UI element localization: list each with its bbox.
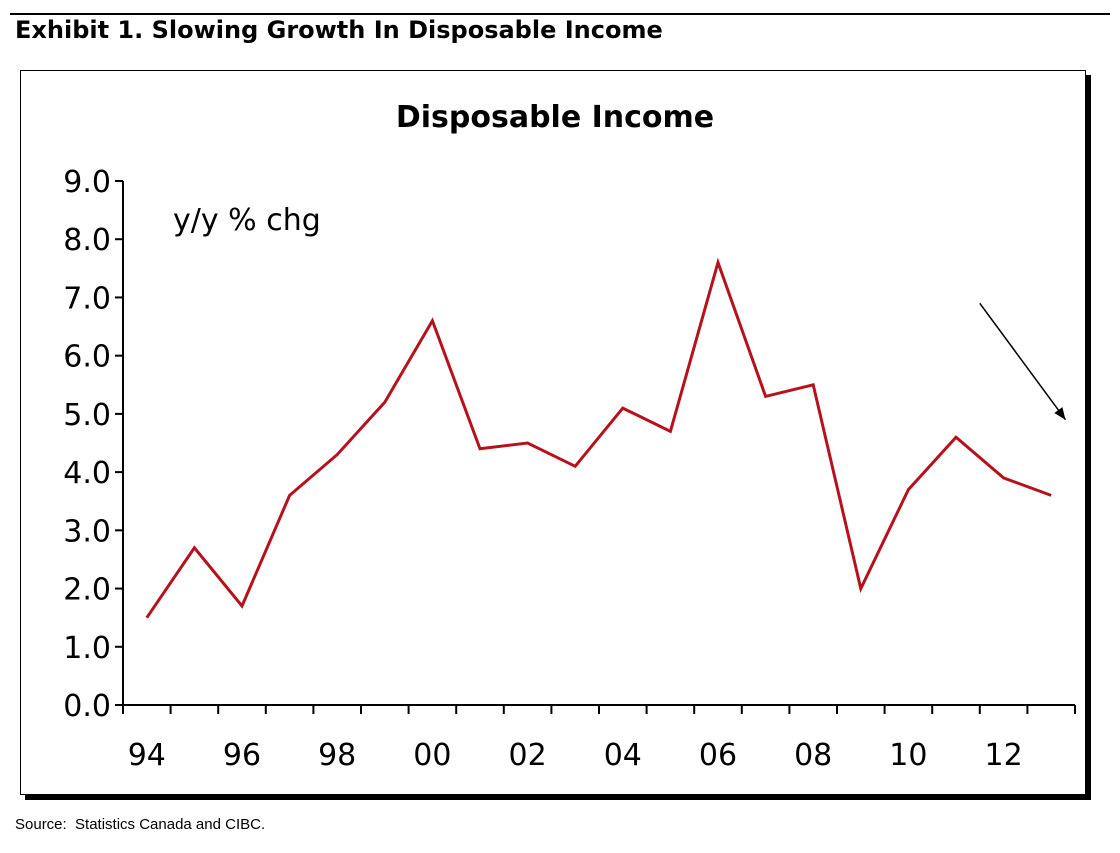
y-tick-label: 5.0 xyxy=(63,398,111,433)
y-tick-label: 6.0 xyxy=(63,340,111,375)
y-tick-label: 1.0 xyxy=(63,631,111,666)
x-tick-label: 00 xyxy=(413,738,451,773)
x-tick-label: 08 xyxy=(794,738,832,773)
x-tick-label: 96 xyxy=(223,738,261,773)
arrow-layer xyxy=(979,302,1067,421)
chart-frame: Disposable Income y/y % chg 0.0 1.0 2.0 3.0… xyxy=(20,70,1086,795)
x-tick-label: 12 xyxy=(985,738,1023,773)
y-unit-annotation: y/y % chg xyxy=(173,203,321,238)
y-tick-label: 8.0 xyxy=(63,223,111,258)
y-tick-label: 2.0 xyxy=(63,573,111,608)
top-rule xyxy=(10,13,1110,15)
axes: 0.0 1.0 2.0 3.0 4.0 5.0 6.0 7.0 8.0 9.0 94 96 98 00 02… xyxy=(63,165,1076,773)
x-tick-label: 10 xyxy=(889,738,927,773)
x-tick-label: 06 xyxy=(699,738,737,773)
trend-arrow-line xyxy=(979,302,1067,421)
chart-svg: Disposable Income y/y % chg 0.0 1.0 2.0 3.0… xyxy=(63,100,1076,773)
y-tick-label: 4.0 xyxy=(63,456,111,491)
y-tick-label: 9.0 xyxy=(63,165,111,200)
y-tick-label: 3.0 xyxy=(63,514,111,549)
source-note: Source: Statistics Canada and CIBC. xyxy=(15,816,266,833)
exhibit-title: Exhibit 1. Slowing Growth In Disposable … xyxy=(15,16,663,44)
series-line-disposable-income xyxy=(145,257,1052,619)
x-tick-label: 98 xyxy=(318,738,356,773)
y-tick-label: 7.0 xyxy=(63,281,111,316)
series-layer xyxy=(145,257,1052,619)
x-tick-label: 02 xyxy=(509,738,547,773)
chart-title: Disposable Income xyxy=(396,100,714,135)
x-tick-label: 04 xyxy=(604,738,642,773)
x-tick-label: 94 xyxy=(128,738,166,773)
y-tick-label: 0.0 xyxy=(63,689,111,724)
trend-arrow-head xyxy=(1054,407,1066,420)
